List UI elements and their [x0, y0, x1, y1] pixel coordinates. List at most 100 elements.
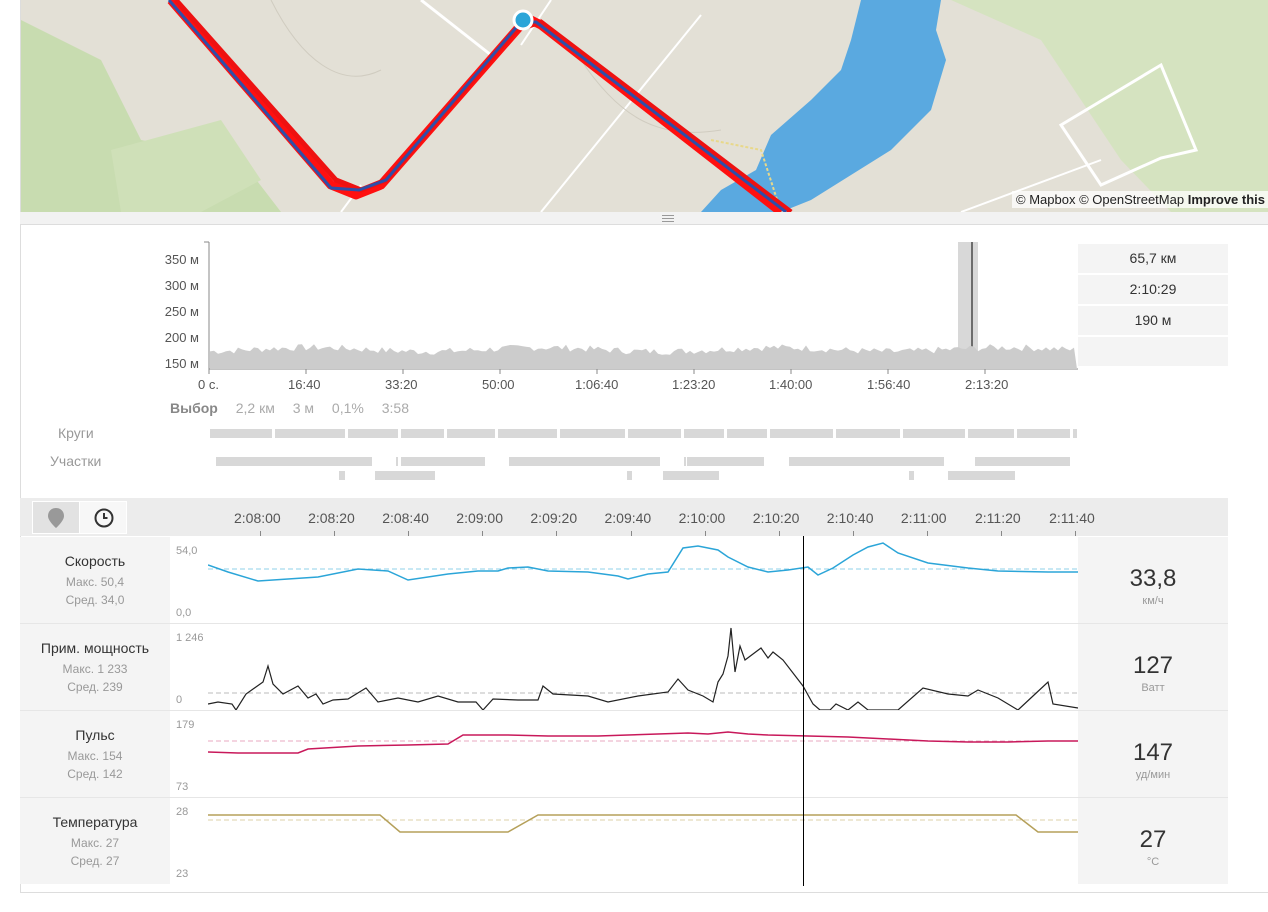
- speed-value-box: 33,8 км/ч: [1078, 537, 1228, 623]
- time-axis-label: 2:11:40: [1049, 510, 1095, 526]
- detail-toolbar: 2:08:00 2:08:20 2:08:40 2:09:00 2:09:20 2:09:…: [20, 498, 1228, 536]
- selection-label: Выбор: [170, 400, 218, 416]
- metric-unit: км/ч: [1142, 595, 1164, 607]
- power-panel: Прим. мощность Макс. 1 233 Сред. 239 1 2…: [20, 624, 1228, 710]
- heart-rate-value-box: 147 уд/мин: [1078, 711, 1228, 797]
- power-label-box: Прим. мощность Макс. 1 233 Сред. 239: [20, 624, 170, 710]
- x-axis-label: 0 с.: [198, 377, 219, 392]
- time-tick-mark: [1075, 531, 1077, 536]
- temperature-line: [208, 814, 1078, 833]
- time-tick-mark: [260, 531, 261, 536]
- map-canvas[interactable]: [21, 0, 1268, 212]
- park-area: [951, 0, 1268, 212]
- laps-bars: [210, 429, 1077, 438]
- time-axis-label: 2:10:40: [826, 510, 874, 526]
- y-axis-label: 350 м: [164, 252, 199, 267]
- improve-map-link[interactable]: Improve this: [1187, 192, 1265, 207]
- axis-min: 0,0: [176, 607, 192, 619]
- route-map[interactable]: © Mapbox © OpenStreetMap Improve this: [20, 0, 1268, 212]
- time-mode-button[interactable]: [79, 501, 127, 534]
- metric-unit: Ватт: [1141, 682, 1165, 694]
- metric-avg: Сред. 142: [67, 767, 123, 781]
- speed-label-box: Скорость Макс. 50,4 Сред. 34,0: [20, 537, 170, 623]
- time-axis-label: 2:10:00: [678, 510, 726, 526]
- elevation-area: [210, 344, 1077, 369]
- power-plot[interactable]: [208, 624, 1078, 710]
- x-axis-label: 1:40:00: [769, 377, 813, 392]
- speed-plot[interactable]: [208, 537, 1078, 623]
- mapbox-attribution-link[interactable]: © Mapbox: [1016, 192, 1076, 207]
- position-marker[interactable]: [512, 9, 534, 31]
- map-resize-bar[interactable]: [20, 212, 1268, 225]
- time-tick-mark: [926, 531, 928, 536]
- temperature-plot[interactable]: [208, 798, 1078, 884]
- summary-empty: [1078, 337, 1228, 368]
- time-axis-label: 2:09:20: [530, 510, 578, 526]
- total-distance: 65,7 км: [1078, 244, 1228, 275]
- metric-max: Макс. 1 233: [62, 662, 128, 676]
- location-pin-icon: [48, 508, 64, 528]
- axis-max: 28: [176, 806, 189, 818]
- x-axis-label: 50:00: [482, 377, 515, 392]
- metric-name: Скорость: [64, 553, 126, 569]
- metric-max: Макс. 154: [67, 749, 123, 763]
- time-tick-mark: [408, 531, 410, 536]
- total-elevation: 190 м: [1078, 306, 1228, 337]
- selection-range[interactable]: [958, 242, 978, 369]
- metric-value: 147: [1132, 739, 1174, 766]
- x-axis-label: 16:40: [288, 377, 321, 392]
- speed-panel: Скорость Макс. 50,4 Сред. 34,0 54,0 0,0 …: [20, 537, 1228, 623]
- x-axis-label: 2:13:20: [965, 377, 1009, 392]
- metric-value: 127: [1132, 652, 1174, 679]
- y-axis-label: 150 м: [164, 356, 199, 371]
- time-axis-label: 2:09:00: [456, 510, 504, 526]
- time-tick-mark: [852, 531, 854, 536]
- heart-rate-panel: Пульс Макс. 154 Сред. 142 179 73 147 уд/…: [20, 711, 1228, 797]
- heart-rate-plot[interactable]: [208, 711, 1078, 797]
- metric-avg: Сред. 34,0: [65, 593, 125, 607]
- planned-route: [167, 0, 787, 212]
- osm-attribution-link[interactable]: © OpenStreetMap: [1079, 192, 1185, 207]
- time-tick-mark: [778, 531, 780, 536]
- x-axis-label: 1:56:40: [867, 377, 911, 392]
- elevation-chart[interactable]: [20, 224, 1268, 496]
- drag-handle-icon[interactable]: [662, 215, 674, 222]
- time-tick-mark: [482, 531, 484, 536]
- temperature-panel: Температура Макс. 27 Сред. 27 28 23 27 °…: [20, 798, 1228, 884]
- lake: [701, 0, 946, 212]
- distance-mode-button[interactable]: [32, 501, 80, 534]
- metric-name: Прим. мощность: [40, 640, 150, 656]
- metric-value: 27: [1139, 826, 1167, 853]
- y-axis-label: 300 м: [164, 278, 199, 293]
- segments-label: Участки: [50, 453, 102, 469]
- selection-grade: 0,1%: [331, 400, 364, 416]
- time-axis-label: 2:11:00: [900, 510, 947, 526]
- metric-avg: Сред. 239: [67, 680, 123, 694]
- time-tick-mark: [630, 531, 632, 536]
- time-tick-mark: [704, 531, 706, 536]
- y-axis-label: 200 м: [164, 330, 199, 345]
- time-cursor[interactable]: [803, 536, 804, 886]
- time-axis-label: 2:08:20: [308, 510, 355, 526]
- metric-avg: Сред. 27: [70, 854, 120, 868]
- time-axis-label: 2:08:40: [382, 510, 429, 526]
- axis-max: 179: [176, 719, 195, 731]
- selection-stats: Выбор 2,2 км 3 м 0,1% 3:58: [170, 400, 423, 416]
- axis-min: 0: [176, 694, 183, 706]
- power-value-box: 127 Ватт: [1078, 624, 1228, 710]
- map-attribution: © Mapbox © OpenStreetMap Improve this: [1012, 191, 1268, 208]
- metric-unit: уд/мин: [1135, 769, 1171, 781]
- axis-max: 1 246: [176, 632, 204, 644]
- elevation-overview: 350 м 300 м 250 м 200 м 150 м 0 с. 16:40…: [20, 224, 1268, 496]
- metric-value: 33,8: [1129, 565, 1177, 592]
- time-tick-mark: [334, 531, 336, 536]
- metric-max: Макс. 27: [70, 836, 120, 850]
- temperature-label-box: Температура Макс. 27 Сред. 27: [20, 798, 170, 884]
- gps-track: [167, 0, 784, 212]
- time-axis-label: 2:11:20: [975, 510, 1021, 526]
- x-axis-label: 33:20: [385, 377, 418, 392]
- segments-bars: [216, 457, 1070, 480]
- heart-rate-label-box: Пульс Макс. 154 Сред. 142: [20, 711, 170, 797]
- time-tick-mark: [1001, 531, 1002, 536]
- metric-unit: °C: [1146, 856, 1160, 868]
